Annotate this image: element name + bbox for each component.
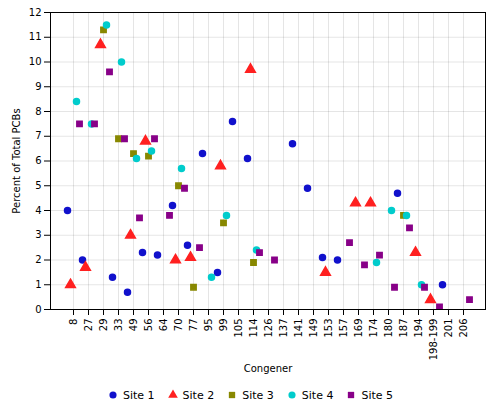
svg-text:206: 206	[458, 319, 469, 338]
svg-text:194: 194	[413, 319, 424, 338]
svg-text:6: 6	[35, 155, 41, 166]
svg-text:198-199: 198-199	[428, 319, 439, 361]
svg-text:4: 4	[35, 205, 41, 216]
svg-text:5: 5	[35, 180, 41, 191]
html-text:Site 1: Site 1	[122, 388, 155, 402]
svg-text:56: 56	[143, 319, 154, 332]
svg-text:27: 27	[83, 319, 94, 332]
svg-text:126: 126	[263, 319, 274, 338]
svg-text:180: 180	[383, 319, 394, 338]
svg-text:8: 8	[35, 106, 41, 117]
svg-text:2: 2	[35, 254, 41, 265]
svg-text:Congener: Congener	[244, 363, 293, 374]
svg-text:174: 174	[368, 319, 379, 338]
svg-text:3: 3	[35, 229, 41, 240]
svg-text:169: 169	[353, 319, 364, 338]
svg-text:99: 99	[218, 319, 229, 332]
svg-text:149: 149	[308, 319, 319, 338]
html-text:Site 2: Site 2	[182, 388, 215, 402]
svg-text:105: 105	[233, 319, 244, 338]
svg-text:29: 29	[98, 319, 109, 332]
svg-text:0: 0	[35, 304, 41, 315]
svg-text:137: 137	[278, 319, 289, 338]
svg-text:77: 77	[188, 319, 199, 332]
svg-text:141: 141	[293, 319, 304, 338]
svg-text:Percent of Total PCBs: Percent of Total PCBs	[11, 108, 22, 213]
svg-text:187: 187	[398, 319, 409, 338]
svg-text:95: 95	[203, 319, 214, 332]
svg-text:9: 9	[35, 81, 41, 92]
html-text:Site 4: Site 4	[301, 388, 334, 402]
svg-text:70: 70	[173, 319, 184, 332]
svg-text:114: 114	[248, 319, 259, 338]
svg-text:201: 201	[443, 319, 454, 338]
svg-text:33: 33	[113, 319, 124, 332]
svg-text:10: 10	[29, 56, 42, 67]
svg-text:157: 157	[338, 319, 349, 338]
html-text:Site 5: Site 5	[361, 388, 394, 402]
svg-text:153: 153	[323, 319, 334, 338]
svg-text:8: 8	[68, 319, 79, 325]
svg-text:64: 64	[158, 319, 169, 332]
svg-text:11: 11	[29, 31, 42, 42]
svg-text:12: 12	[29, 7, 42, 18]
svg-text:1: 1	[35, 279, 41, 290]
svg-text:7: 7	[35, 130, 41, 141]
svg-text:49: 49	[128, 319, 139, 332]
html-text:Site 3: Site 3	[242, 388, 274, 402]
